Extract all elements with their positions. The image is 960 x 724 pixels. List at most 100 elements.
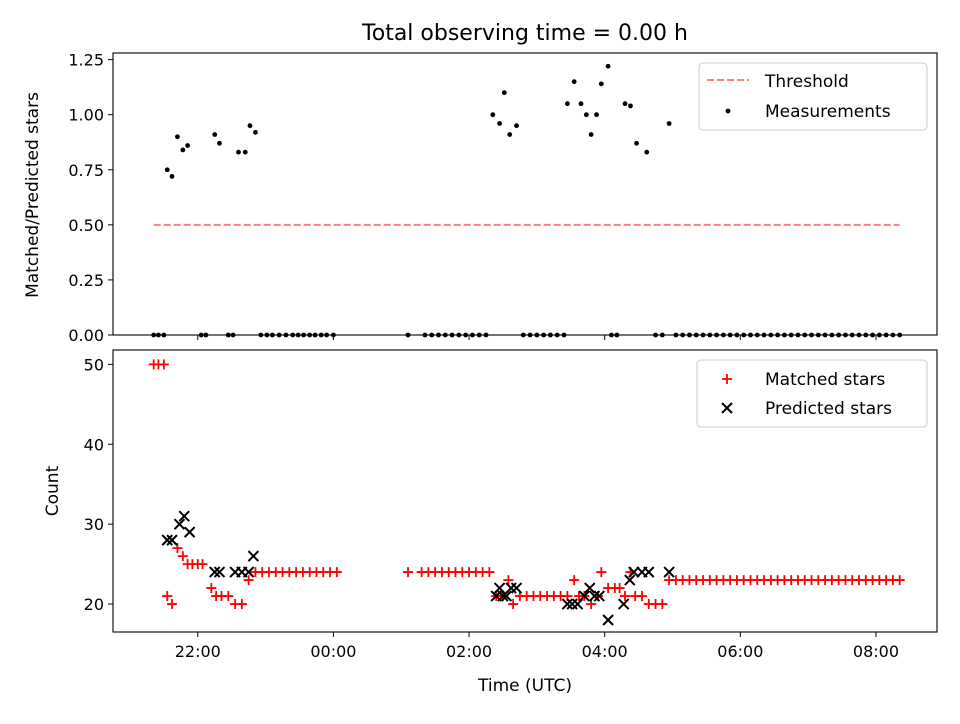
predicted-star-point xyxy=(209,566,221,578)
top-ytick-label: 0.75 xyxy=(68,161,104,180)
measurement-point xyxy=(594,112,599,118)
measurement-point xyxy=(490,112,496,118)
predicted-star-point xyxy=(213,566,226,578)
legend-matched-swatch xyxy=(722,374,732,384)
measurement-point xyxy=(605,63,611,69)
matched-star-point xyxy=(197,559,208,570)
measurement-point xyxy=(242,149,248,155)
legend-predicted-swatch xyxy=(721,402,733,414)
predicted-star-point xyxy=(624,574,636,586)
predicted-star-point xyxy=(588,590,601,602)
measurement-point xyxy=(628,103,633,109)
bottom-xtick-label: 02:00 xyxy=(446,642,492,661)
top-ytick-label: 1.00 xyxy=(68,106,104,125)
top-ytick-label: 0.50 xyxy=(68,216,104,235)
legend-measurement-label: Measurements xyxy=(765,102,891,122)
matched-star-point xyxy=(243,575,254,586)
matched-star-point xyxy=(569,575,580,586)
count-legend: Matched stars Predicted stars xyxy=(696,359,928,428)
ratio-axes: 0.00 0.25 0.50 0.75 1.00 1.25 xyxy=(68,51,938,345)
predicted-star-point xyxy=(663,566,675,578)
legend-measurement-swatch xyxy=(725,108,731,114)
figure-title: Total observing time = 0.00 h xyxy=(361,21,688,46)
measurement-point xyxy=(507,132,513,137)
predicted-star-point xyxy=(173,518,186,530)
bottom-frame xyxy=(112,349,938,633)
predicted-star-point xyxy=(584,582,596,594)
predicted-star-point xyxy=(578,590,591,602)
bottom-xtick-label: 22:00 xyxy=(175,642,221,661)
top-ytick-label: 0.25 xyxy=(68,271,104,290)
predicted-star-point xyxy=(500,590,513,602)
predicted-star-point xyxy=(593,590,605,602)
measurement-point xyxy=(564,101,570,107)
measurement-point xyxy=(634,140,639,146)
measurement-point xyxy=(622,101,628,107)
top-ytick-label: 1.25 xyxy=(68,51,104,70)
matched-star-point xyxy=(206,583,217,594)
bottom-ylabel: Count xyxy=(43,465,63,516)
measurement-point xyxy=(583,112,589,118)
predicted-star-point xyxy=(510,582,523,594)
matched-star-point xyxy=(223,591,234,602)
top-ytick-label: 0.00 xyxy=(68,326,104,345)
predicted-star-point xyxy=(178,510,190,522)
legend-matched-label: Matched stars xyxy=(765,370,885,390)
matched-star-point xyxy=(620,591,631,602)
bottom-ytick-label: 30 xyxy=(84,515,104,534)
measurement-point xyxy=(185,143,191,148)
matched-star-point xyxy=(657,599,668,610)
matched-star-point xyxy=(172,543,183,554)
matched-star-point xyxy=(167,599,178,610)
bottom-xtick-label: 00:00 xyxy=(310,642,356,661)
measurement-point xyxy=(212,132,218,137)
matched-star-point xyxy=(236,599,247,610)
measurement-point xyxy=(236,149,241,155)
measurement-point xyxy=(588,132,594,137)
measurement-point xyxy=(247,123,253,129)
legend-predicted-label: Predicted stars xyxy=(765,399,892,419)
bottom-xtick-label: 04:00 xyxy=(582,642,628,661)
matched-star-point xyxy=(636,591,647,602)
top-ylabel: Matched/Predicted stars xyxy=(23,92,43,298)
measurement-point xyxy=(253,129,258,135)
bottom-ytick-label: 50 xyxy=(84,355,104,374)
measurement-point xyxy=(169,173,175,179)
matched-star-point xyxy=(894,575,905,586)
measurement-point xyxy=(180,147,186,153)
matched-star-point xyxy=(484,567,495,578)
count-axes: 20 30 40 50 22:00 00:00 02:00 04:00 06:00 08:00 xyxy=(84,349,938,661)
measurement-point xyxy=(514,123,519,129)
predicted-star-point xyxy=(561,598,574,610)
matched-star-point xyxy=(614,583,625,594)
predicted-star-point xyxy=(247,550,260,562)
predicted-star-point xyxy=(242,566,255,578)
matched-star-point xyxy=(508,599,519,610)
measurement-point xyxy=(644,149,650,155)
measurement-point xyxy=(217,140,222,146)
bottom-xtick-label: 08:00 xyxy=(853,642,899,661)
measurement-point xyxy=(571,79,577,85)
matched-star-point xyxy=(331,567,342,578)
matched-star-point xyxy=(596,567,607,578)
predicted-star-point xyxy=(602,614,614,626)
top-frame xyxy=(112,52,938,336)
measurement-point xyxy=(175,134,180,140)
bottom-ytick-label: 40 xyxy=(84,435,104,454)
predicted-star-point xyxy=(183,526,196,538)
measurement-point xyxy=(501,90,507,96)
predicted-star-point xyxy=(617,598,630,610)
legend-box xyxy=(696,359,928,428)
bottom-xlabel: Time (UTC) xyxy=(477,676,572,696)
predicted-star-point xyxy=(166,534,178,546)
measurement-point xyxy=(497,121,502,126)
measurement-point xyxy=(164,167,170,173)
matched-star-point xyxy=(177,551,188,562)
matched-star-point xyxy=(503,575,514,586)
measurement-point xyxy=(578,101,584,107)
predicted-star-point xyxy=(161,534,173,546)
matched-star-point xyxy=(158,359,169,370)
legend-box xyxy=(698,62,928,131)
matched-star-point xyxy=(162,591,173,602)
